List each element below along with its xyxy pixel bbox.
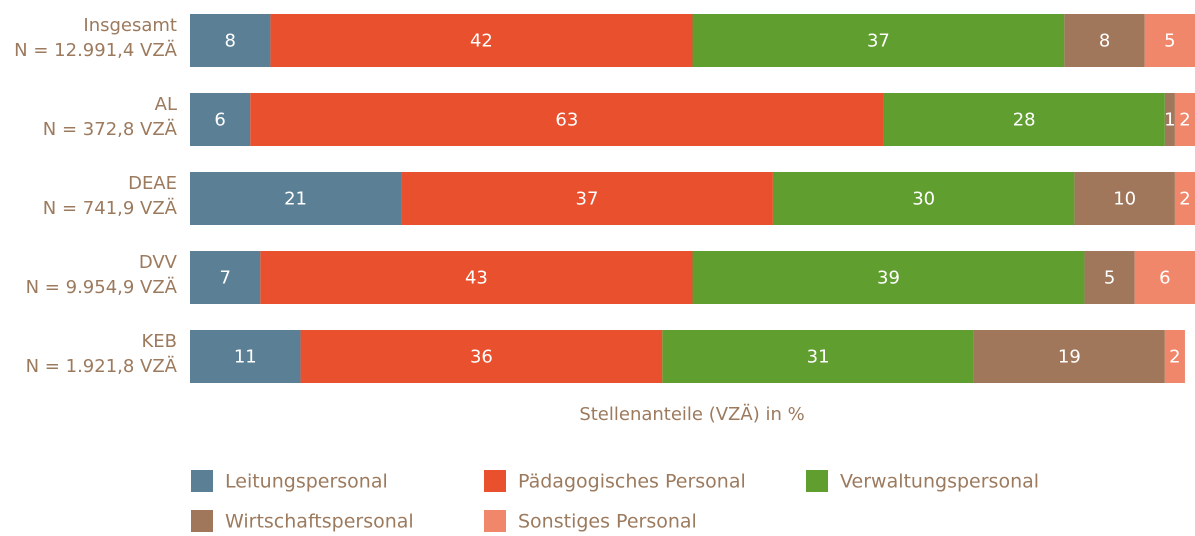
bar-segment [973,330,1165,383]
value-label: 37 [867,31,890,52]
legend-swatch [191,470,213,492]
category-label: AL [155,94,177,115]
legend-label: Leitungspersonal [225,471,388,493]
category-label: N = 372,8 VZÄ [43,119,178,140]
bar-segment [270,14,693,67]
bar-segment [401,172,773,225]
x-axis-label: Stellenanteile (VZÄ) in % [579,404,804,425]
value-label: 43 [465,268,488,289]
bar-segment [260,251,693,304]
bar-segment [250,93,884,146]
legend-swatch [484,470,506,492]
value-label: 31 [807,347,830,368]
category-label: DEAE [128,173,177,194]
bar-segment [883,93,1165,146]
value-label: 39 [877,268,900,289]
bar-segment [1074,172,1175,225]
value-label: 1 [1164,110,1175,131]
category-label: N = 1.921,8 VZÄ [26,356,178,377]
value-label: 36 [470,347,493,368]
bar-segment [692,251,1085,304]
value-label: 2 [1169,347,1180,368]
value-label: 5 [1104,268,1115,289]
value-label: 2 [1179,189,1190,210]
value-label: 10 [1113,189,1136,210]
category-label: N = 12.991,4 VZÄ [14,40,178,61]
legend-swatch [806,470,828,492]
value-label: 19 [1058,347,1081,368]
value-label: 21 [284,189,307,210]
category-label: N = 9.954,9 VZÄ [26,277,178,298]
bar-segment [1164,93,1175,146]
legend-swatch [484,510,506,532]
value-label: 42 [470,31,493,52]
bar-segment [190,330,301,383]
value-label: 8 [224,31,235,52]
value-label: 6 [214,110,225,131]
value-label: 28 [1013,110,1036,131]
bar-segment [1064,14,1145,67]
legend-swatch [191,510,213,532]
value-label: 5 [1164,31,1175,52]
value-label: 30 [912,189,935,210]
value-label: 11 [234,347,257,368]
bar-segment [1144,14,1195,67]
value-label: 2 [1179,110,1190,131]
bar-segment [1084,251,1135,304]
bar-segment [190,172,402,225]
legend-label: Verwaltungspersonal [840,471,1039,493]
value-label: 7 [219,268,230,289]
bar-segment [772,172,1075,225]
value-label: 8 [1099,31,1110,52]
value-label: 63 [555,110,578,131]
bar-segment [692,14,1065,67]
legend-label: Wirtschaftspersonal [225,511,414,533]
category-label: DVV [139,252,178,273]
bar-segment [1174,93,1195,146]
bar-segment [662,330,974,383]
category-label: N = 741,9 VZÄ [43,198,178,219]
bar-segment [190,14,271,67]
value-label: 6 [1159,268,1170,289]
bar-segment [300,330,663,383]
category-label: Insgesamt [83,15,177,36]
category-label: KEB [141,331,177,352]
bar-segment [1134,251,1195,304]
value-label: 37 [576,189,599,210]
legend-label: Pädagogisches Personal [518,471,746,493]
bar-segment [190,93,251,146]
bar-segment [1164,330,1185,383]
bar-segment [190,251,261,304]
bar-segment [1174,172,1195,225]
legend-label: Sonstiges Personal [518,511,697,533]
